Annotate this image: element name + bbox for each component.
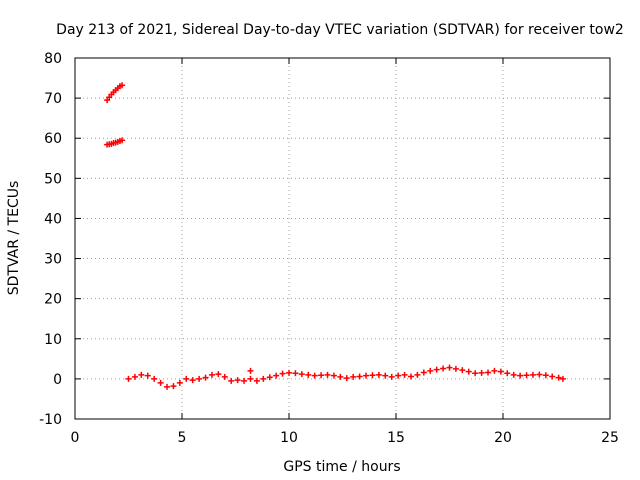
data-point xyxy=(536,371,543,378)
x-tick-label: 15 xyxy=(387,430,405,446)
data-point xyxy=(523,372,530,379)
data-point xyxy=(260,375,267,382)
data-points xyxy=(104,82,566,390)
data-point xyxy=(183,375,190,382)
data-point xyxy=(170,383,177,390)
data-point xyxy=(266,374,273,381)
data-point xyxy=(420,369,427,376)
data-point xyxy=(529,371,536,378)
data-point xyxy=(497,368,504,375)
data-point xyxy=(407,373,414,380)
data-point xyxy=(305,371,312,378)
data-point xyxy=(119,137,126,144)
data-point xyxy=(472,370,479,377)
x-tick-label: 0 xyxy=(71,430,80,446)
data-point xyxy=(356,373,363,380)
data-point xyxy=(311,372,318,379)
data-point xyxy=(273,372,280,379)
data-point xyxy=(433,366,440,373)
data-point xyxy=(151,375,158,382)
data-point xyxy=(452,365,459,372)
data-point xyxy=(253,377,260,384)
data-point xyxy=(388,373,395,380)
y-tick-label: 30 xyxy=(44,252,62,268)
data-point xyxy=(559,375,566,382)
data-point xyxy=(131,373,138,380)
data-point xyxy=(382,372,389,379)
data-point xyxy=(247,367,254,374)
data-point xyxy=(279,370,286,377)
data-point xyxy=(286,369,292,376)
data-point xyxy=(414,371,421,378)
data-point xyxy=(189,377,196,384)
data-point xyxy=(298,371,305,378)
data-point xyxy=(485,369,492,376)
data-point xyxy=(196,375,203,382)
data-point xyxy=(234,377,241,384)
x-tick-label: 5 xyxy=(178,430,187,446)
data-point xyxy=(208,371,215,378)
data-point xyxy=(510,371,517,378)
data-point xyxy=(221,373,228,380)
data-point xyxy=(144,372,151,379)
x-tick-label: 10 xyxy=(280,430,298,446)
x-tick-label: 20 xyxy=(494,430,512,446)
y-tick-label: 60 xyxy=(44,131,62,147)
data-point xyxy=(459,367,466,374)
data-point xyxy=(337,373,344,380)
data-point xyxy=(324,371,331,378)
data-point xyxy=(343,375,350,382)
data-point xyxy=(549,373,556,380)
y-tick-label: 40 xyxy=(44,211,62,227)
data-point xyxy=(504,370,511,377)
x-tick-label: 25 xyxy=(601,430,619,446)
data-point xyxy=(125,375,132,382)
data-point xyxy=(176,379,183,386)
data-point xyxy=(350,373,357,380)
data-point xyxy=(330,372,337,379)
data-point xyxy=(247,375,254,382)
y-tick-label: 20 xyxy=(44,292,62,308)
data-point xyxy=(228,377,235,384)
data-point xyxy=(446,364,453,371)
data-point xyxy=(555,374,562,381)
data-point xyxy=(241,377,248,384)
y-tick-label: 70 xyxy=(44,91,62,107)
data-point xyxy=(164,383,171,390)
data-point xyxy=(478,369,485,376)
y-tick-label: -10 xyxy=(39,412,62,428)
data-point xyxy=(369,372,376,379)
data-point xyxy=(375,371,382,378)
data-point xyxy=(215,371,222,378)
y-tick-label: 80 xyxy=(44,51,62,67)
data-point xyxy=(138,371,145,378)
chart-title: Day 213 of 2021, Sidereal Day-to-day VTE… xyxy=(56,22,624,38)
axis-ticks: 0 5 10 15 20 25 -10 0 10 20 30 40 50 60 70 80 xyxy=(39,51,619,446)
data-point xyxy=(465,368,472,375)
data-point xyxy=(119,82,126,89)
data-point xyxy=(401,371,408,378)
data-point xyxy=(440,365,447,372)
data-point xyxy=(517,372,524,379)
data-point xyxy=(542,372,549,379)
y-tick-label: 0 xyxy=(53,372,62,388)
plot-frame xyxy=(74,57,611,420)
data-point xyxy=(395,372,402,379)
data-point xyxy=(157,379,164,386)
data-point xyxy=(491,367,498,374)
data-point xyxy=(427,367,434,374)
y-axis-label: SDTVAR / TECUs xyxy=(6,181,22,296)
y-tick-label: 50 xyxy=(44,171,62,187)
x-axis-label: GPS time / hours xyxy=(283,459,400,475)
data-point xyxy=(363,372,370,379)
data-point xyxy=(202,374,209,381)
gridlines xyxy=(75,58,610,419)
data-point xyxy=(318,372,325,379)
data-point xyxy=(292,370,299,377)
y-tick-label: 10 xyxy=(44,332,62,348)
